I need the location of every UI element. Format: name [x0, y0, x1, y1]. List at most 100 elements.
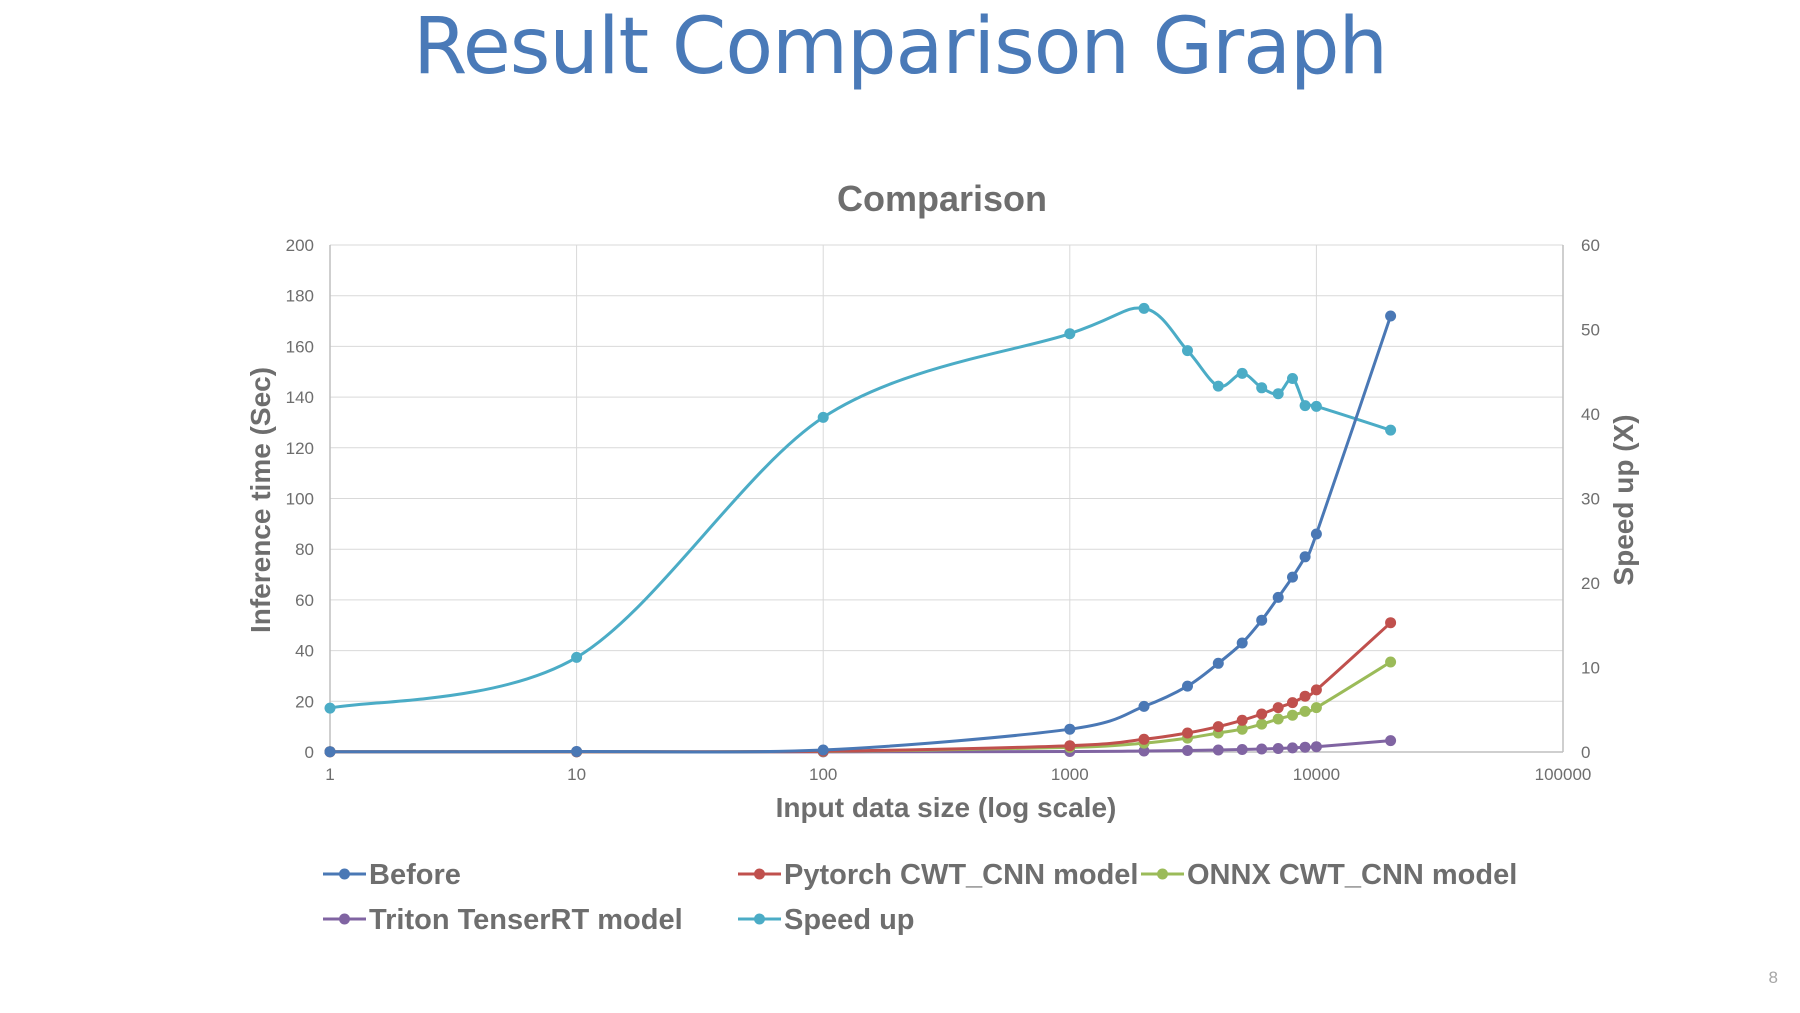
data-point-onnx-cwt-cnn-model [1287, 709, 1298, 721]
y-tick-label: 0 [305, 743, 314, 762]
y-tick-label: 140 [286, 388, 314, 407]
data-point-before [1310, 528, 1322, 540]
data-point-speed-up [324, 702, 336, 714]
data-point-onnx-cwt-cnn-model [1299, 705, 1311, 717]
y-axis-title: Inference time (Sec) [245, 367, 276, 633]
data-point-triton-tenserrt-model [1212, 744, 1224, 756]
data-point-onnx-cwt-cnn-model [1256, 718, 1268, 730]
data-point-speed-up [1064, 328, 1076, 340]
legend-label: ONNX CWT_CNN model [1187, 859, 1517, 891]
y-tick-label: 180 [286, 287, 314, 306]
legend-item-triton-tenserrt-model: Triton TenserRT model [323, 904, 683, 936]
data-point-speed-up [571, 651, 583, 663]
legend-item-onnx-cwt-cnn-model: ONNX CWT_CNN model [1141, 859, 1517, 891]
y-tick-label: 100 [286, 490, 314, 509]
data-point-onnx-cwt-cnn-model [1385, 656, 1397, 668]
x-tick-label: 1000 [1051, 765, 1089, 784]
legend-swatch-marker [339, 913, 350, 925]
data-point-pytorch-cwt-cnn-model [1256, 708, 1268, 720]
data-point-before [1287, 571, 1298, 583]
data-point-onnx-cwt-cnn-model [1236, 723, 1248, 735]
y-tick-label: 40 [295, 642, 314, 661]
y-tick-label: 60 [295, 591, 314, 610]
data-point-triton-tenserrt-model [1236, 744, 1248, 755]
x-tick-label: 100 [809, 765, 837, 784]
series-before [324, 310, 1397, 758]
data-point-speed-up [1182, 345, 1193, 357]
data-point-speed-up [1310, 400, 1322, 412]
x-tick-label: 10 [567, 765, 586, 784]
y-tick-label: 80 [295, 540, 314, 559]
chart-grid [329, 244, 1564, 753]
y2-tick-label: 50 [1581, 321, 1600, 340]
data-point-speed-up [817, 411, 829, 423]
slide-title: Result Comparison Graph [413, 2, 1388, 92]
y2-tick-label: 60 [1581, 236, 1600, 255]
data-point-triton-tenserrt-model [1310, 741, 1322, 753]
data-point-triton-tenserrt-model [1299, 741, 1311, 753]
y-tick-label: 200 [286, 236, 314, 255]
data-point-before [1299, 551, 1311, 563]
y-tick-label: 160 [286, 337, 314, 356]
data-point-pytorch-cwt-cnn-model [1385, 617, 1397, 629]
data-point-onnx-cwt-cnn-model [1272, 713, 1284, 725]
y2-tick-label: 30 [1581, 490, 1600, 509]
data-point-pytorch-cwt-cnn-model [1236, 714, 1248, 726]
data-point-speed-up [1287, 373, 1298, 384]
series-pytorch-cwt-cnn-model [324, 617, 1397, 758]
legend-swatch-marker [1157, 868, 1168, 880]
data-point-triton-tenserrt-model [1138, 745, 1150, 757]
series-line-onnx-cwt-cnn-model [329, 660, 1392, 754]
data-point-before [1064, 723, 1076, 735]
legend-label: Pytorch CWT_CNN model [784, 859, 1138, 891]
data-point-pytorch-cwt-cnn-model [1310, 684, 1322, 696]
series-speed-up [324, 302, 1397, 714]
data-point-pytorch-cwt-cnn-model [1212, 721, 1224, 733]
legend-item-speed-up: Speed up [738, 904, 915, 936]
y2-tick-label: 40 [1581, 405, 1600, 424]
data-point-triton-tenserrt-model [1385, 735, 1397, 747]
data-point-triton-tenserrt-model [1182, 745, 1193, 756]
series-line-speed-up [329, 306, 1392, 710]
legend-label: Before [369, 859, 461, 891]
legend-swatch-marker [339, 868, 350, 880]
y2-axis-title: Speed up (X) [1608, 414, 1639, 585]
data-point-before [1236, 637, 1248, 649]
data-point-pytorch-cwt-cnn-model [1064, 740, 1076, 752]
y2-tick-label: 10 [1581, 659, 1600, 678]
data-point-speed-up [1299, 400, 1311, 412]
y2-tick-label: 20 [1581, 574, 1600, 593]
legend-swatch-marker [754, 913, 765, 925]
data-point-before [817, 744, 829, 756]
data-point-speed-up [1256, 382, 1268, 394]
data-point-onnx-cwt-cnn-model [1310, 702, 1322, 714]
data-point-pytorch-cwt-cnn-model [1182, 727, 1193, 739]
data-point-triton-tenserrt-model [1287, 742, 1298, 754]
chart-title: Comparison [837, 178, 1047, 219]
chart-series-layer [324, 302, 1397, 758]
y-tick-label: 20 [295, 692, 314, 711]
data-point-pytorch-cwt-cnn-model [1299, 690, 1311, 702]
data-point-before [1138, 700, 1150, 712]
data-point-before [1256, 614, 1268, 626]
series-triton-tenserrt-model [324, 735, 1397, 758]
data-point-triton-tenserrt-model [1256, 743, 1268, 755]
data-point-before [324, 746, 336, 758]
data-point-pytorch-cwt-cnn-model [1138, 733, 1150, 745]
legend-swatch-marker [754, 868, 765, 880]
data-point-before [571, 746, 583, 757]
x-tick-label: 10000 [1293, 765, 1340, 784]
page-number: 8 [1768, 968, 1778, 987]
chart-legend: Before Pytorch CWT_CNN model ONNX CWT_CNN … [323, 859, 1517, 936]
data-point-speed-up [1272, 388, 1284, 400]
data-point-before [1182, 680, 1193, 692]
data-point-speed-up [1138, 302, 1150, 314]
legend-label: Triton TenserRT model [369, 904, 683, 936]
x-tick-label: 100000 [1535, 765, 1592, 784]
legend-label: Speed up [784, 904, 915, 936]
series-onnx-cwt-cnn-model [324, 656, 1397, 758]
data-point-pytorch-cwt-cnn-model [1287, 697, 1298, 709]
data-point-triton-tenserrt-model [1272, 743, 1284, 754]
